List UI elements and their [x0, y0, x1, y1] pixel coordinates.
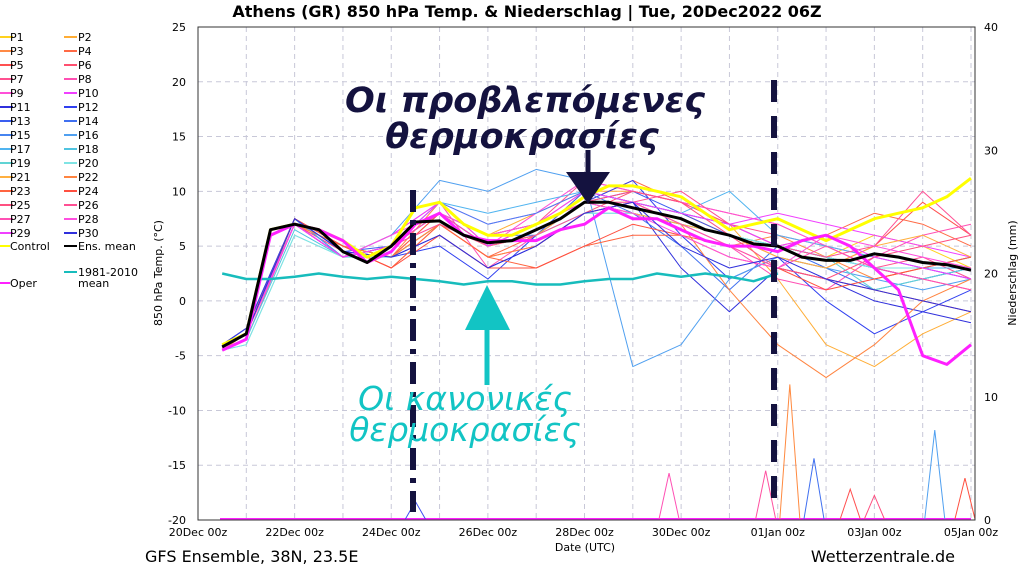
legend-p16: P16 — [78, 129, 99, 142]
legend-p20: P20 — [78, 157, 99, 170]
legend-p27: P27 — [10, 213, 31, 226]
y-tick-label: -15 — [168, 459, 186, 472]
legend-climate-1: 1981-2010 — [78, 266, 138, 279]
x-tick-label: 24Dec 00z — [362, 526, 421, 539]
oper-line — [221, 206, 972, 366]
legend-p26: P26 — [78, 199, 99, 212]
legend-p6: P6 — [78, 59, 92, 72]
climate-mean-line — [221, 272, 779, 286]
annotations: Οι προβλεπόμενες θερμοκρασίες Οι κανονικ… — [345, 80, 777, 512]
plot-frame — [197, 26, 976, 521]
legend-p5: P5 — [10, 59, 24, 72]
y2-tick-label: 40 — [984, 21, 998, 34]
legend-p25: P25 — [10, 199, 31, 212]
y-tick-label: -10 — [168, 404, 186, 417]
legend-p29: P29 — [10, 227, 31, 240]
legend-p24: P24 — [78, 185, 99, 198]
x-tick-label: 22Dec 00z — [265, 526, 324, 539]
legend-p23: P23 — [10, 185, 31, 198]
legend-p8: P8 — [78, 73, 92, 86]
legend-p22: P22 — [78, 171, 99, 184]
normal-label-2: θερμοκρασίες — [349, 410, 581, 449]
y2-tick-label: 20 — [984, 268, 998, 281]
precip-spike-p25 — [755, 470, 777, 520]
y-axis-label: 850 hPa Temp. (°C) — [152, 220, 165, 326]
normal-label-1: Οι κανονικές — [358, 379, 572, 418]
ens-mean-line — [221, 200, 972, 349]
y-tick-label: 25 — [172, 21, 186, 34]
x-tick-label: 30Dec 00z — [652, 526, 711, 539]
legend-p3: P3 — [10, 45, 24, 58]
precip-lines — [220, 384, 976, 520]
legend-p30: P30 — [78, 227, 99, 240]
precip-spike-p6 — [863, 494, 885, 520]
y-tick-label: 10 — [172, 185, 186, 198]
legend-p11: P11 — [10, 101, 31, 114]
down-arrow-icon — [566, 150, 610, 204]
legend-p9: P9 — [10, 87, 24, 100]
legend-p21: P21 — [10, 171, 31, 184]
y-tick-label: 0 — [179, 295, 186, 308]
legend-ens-mean: Ens. mean — [78, 240, 136, 253]
y-tick-label: -5 — [175, 350, 186, 363]
precip-spike-p16 — [924, 429, 946, 520]
legend-control: Control — [10, 240, 50, 253]
precip-spike-p5 — [839, 487, 861, 520]
x-tick-label: 20Dec 00z — [169, 526, 228, 539]
y2-tick-label: 0 — [984, 514, 991, 527]
x-axis-label: Date (UTC) — [555, 541, 615, 554]
legend-p28: P28 — [78, 213, 99, 226]
precip-spike-p14 — [803, 458, 825, 520]
forecast-label-2: θερμοκρασίες — [385, 117, 659, 157]
legend-climate-2: mean — [78, 277, 109, 290]
legend-oper: Oper — [10, 277, 37, 290]
member-line-p20 — [222, 212, 972, 351]
up-arrow-icon — [465, 285, 510, 385]
footer-site: Wetterzentrale.de — [811, 547, 955, 566]
precip-spike-p24 — [954, 477, 976, 520]
y-tick-label: -20 — [168, 514, 186, 527]
legend-p1: P1 — [10, 31, 24, 44]
legend: Control Ens. mean 1981-2010 mean Oper P1… — [0, 31, 138, 290]
legend-p13: P13 — [10, 115, 31, 128]
legend-p18: P18 — [78, 143, 99, 156]
legend-p17: P17 — [10, 143, 31, 156]
x-tick-label: 05Jan 00z — [944, 526, 998, 539]
legend-p4: P4 — [78, 45, 92, 58]
precip-spike-p8 — [658, 473, 680, 520]
legend-p10: P10 — [78, 87, 99, 100]
forecast-label-1: Οι προβλεπόμενες — [345, 81, 705, 121]
x-tick-label: 03Jan 00z — [847, 526, 901, 539]
legend-p19: P19 — [10, 157, 31, 170]
y2-tick-label: 30 — [984, 144, 998, 157]
legend-p15: P15 — [10, 129, 31, 142]
legend-p7: P7 — [10, 73, 24, 86]
x-tick-label: 28Dec 00z — [555, 526, 614, 539]
precip-spike-p22 — [779, 384, 801, 520]
x-tick-label: 26Dec 00z — [459, 526, 518, 539]
y2-axis-label: Niederschlag (mm) — [1006, 220, 1019, 325]
y2-tick-label: 10 — [984, 391, 998, 404]
legend-p14: P14 — [78, 115, 99, 128]
legend-p2: P2 — [78, 31, 92, 44]
y-tick-label: 5 — [179, 240, 186, 253]
member-line-p19 — [222, 212, 972, 351]
axis-ticks: -20 -15 -10 -5 0 5 10 15 20 25 0 10 20 30 40 20Dec 00z 2… — [168, 21, 998, 539]
footer-source: GFS Ensemble, 38N, 23.5E — [145, 547, 358, 566]
main-lines — [221, 177, 972, 366]
chart-title: Athens (GR) 850 hPa Temp. & Niederschlag… — [232, 2, 821, 22]
x-tick-label: 01Jan 00z — [751, 526, 805, 539]
y-tick-label: 15 — [172, 131, 186, 144]
y-tick-label: 20 — [172, 76, 186, 89]
legend-p12: P12 — [78, 101, 99, 114]
member-lines — [221, 168, 972, 379]
member-line-p30 — [221, 201, 972, 346]
